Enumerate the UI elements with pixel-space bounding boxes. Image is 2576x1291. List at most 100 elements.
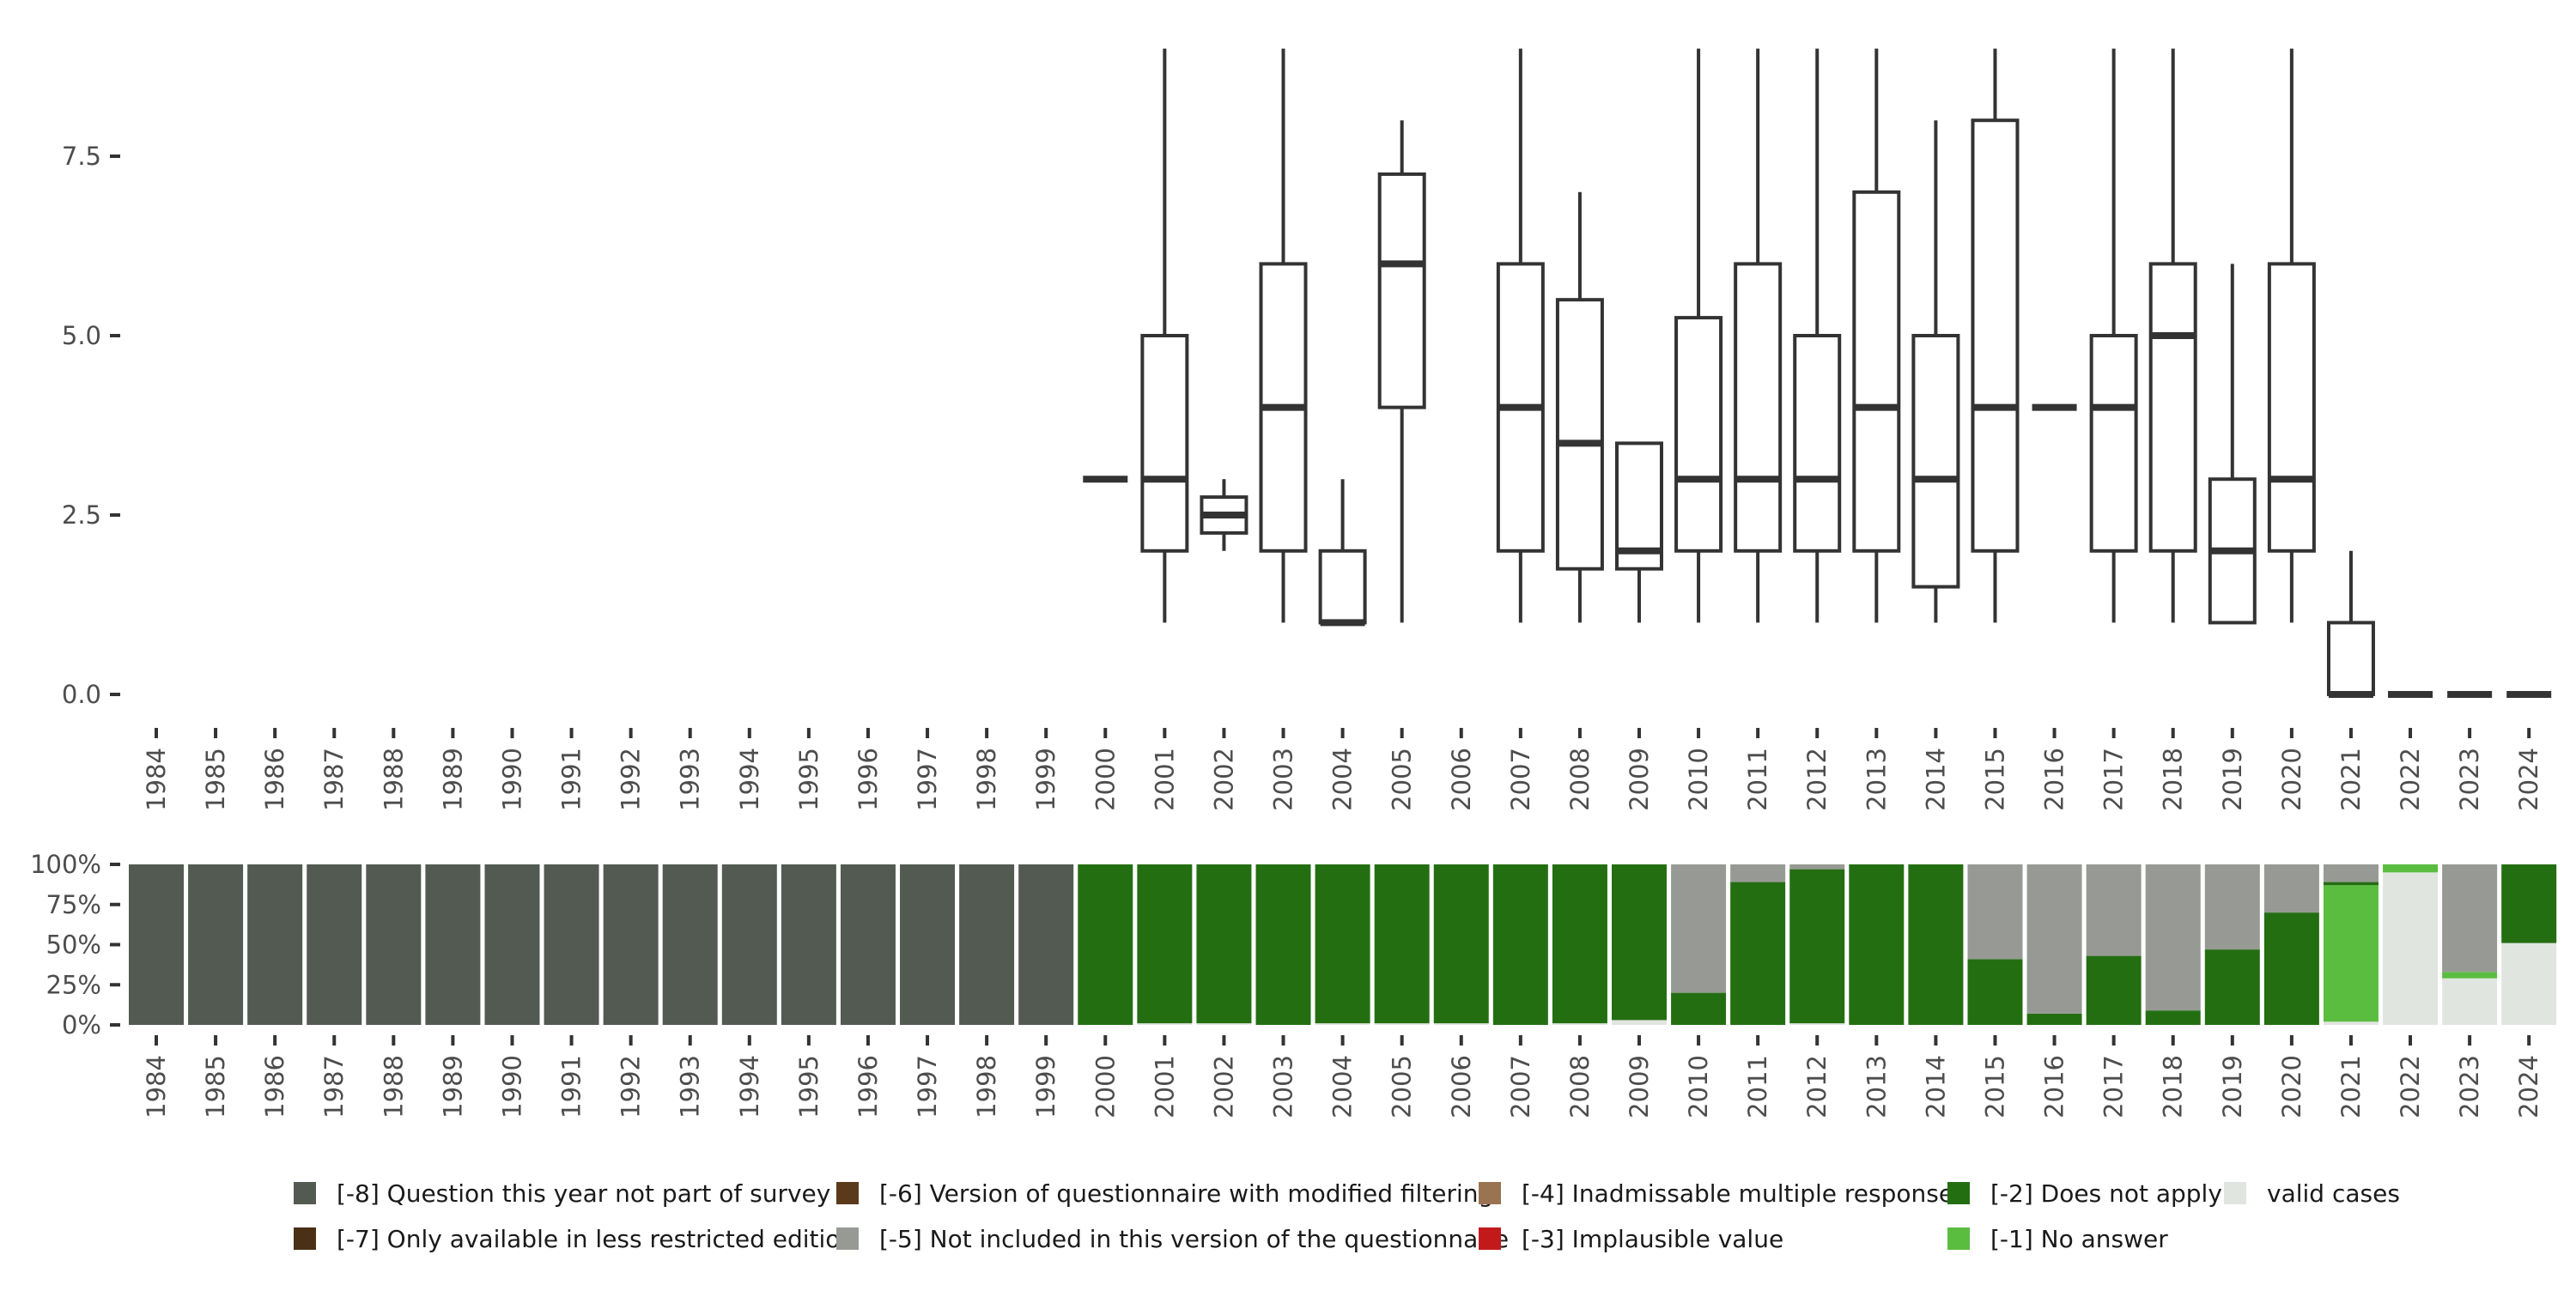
bar-segment-m8: [781, 864, 836, 1025]
x-tick-label: 1984: [142, 1055, 171, 1118]
legend-swatch: [1479, 1182, 1501, 1204]
x-tick-label: 2009: [1625, 748, 1654, 811]
x-tick-label: 2003: [1269, 1055, 1298, 1118]
box-2017: [2089, 48, 2138, 623]
x-tick-label: 2005: [1388, 748, 1417, 811]
x-tick-label: 1994: [735, 1055, 764, 1118]
x-tick-label: 2004: [1328, 748, 1358, 811]
bar-segment-valid: [1196, 1023, 1252, 1025]
bar-segment-m5: [1671, 864, 1727, 993]
y-tick-label: 50%: [46, 930, 101, 960]
legend-label: valid cases: [2267, 1179, 2400, 1208]
legend-swatch: [1479, 1227, 1501, 1250]
bar-segment-m2: [2501, 864, 2557, 943]
bar-segment-m2: [1967, 959, 2023, 1025]
x-tick-label: 1995: [794, 1055, 823, 1118]
x-tick-label: 2005: [1388, 1055, 1417, 1118]
x-tick-label: 2021: [2336, 1055, 2366, 1118]
x-tick-label: 2011: [1743, 748, 1772, 811]
x-tick-label: 1997: [913, 748, 942, 811]
bar-segment-m5: [2086, 864, 2142, 956]
box-iqr: [1911, 334, 1960, 589]
bar-segment-m2: [2145, 1010, 2201, 1025]
x-tick-label: 2018: [2159, 1055, 2188, 1118]
x-tick-label: 2002: [1209, 1055, 1238, 1118]
x-tick-label: 2013: [1862, 1055, 1891, 1118]
bar-segment-m8: [129, 864, 184, 1025]
bar-segment-m2: [1315, 864, 1370, 1024]
x-tick-label: 1991: [557, 748, 586, 811]
box-2021: [2326, 550, 2375, 698]
bar-segment-m2: [2323, 882, 2379, 886]
bar-segment-valid: [1374, 1023, 1430, 1025]
bar-segment-m1: [2323, 885, 2379, 1022]
x-tick-label: 2016: [2040, 748, 2069, 811]
x-tick-label: 2011: [1743, 1055, 1772, 1118]
x-tick-label: 1998: [972, 748, 1001, 811]
x-tick-label: 2002: [1209, 748, 1238, 811]
bar-segment-m8: [721, 864, 777, 1025]
bar-segment-valid: [1433, 1023, 1489, 1025]
bar-segment-m2: [2086, 955, 2142, 1025]
legend-label: [-7] Only available in less restricted e…: [337, 1225, 855, 1253]
box-iqr: [1734, 262, 1783, 553]
box-iqr: [2089, 334, 2138, 553]
x-tick-label: 1988: [379, 1055, 408, 1118]
x-tick-label: 1998: [972, 1055, 1001, 1118]
x-tick-label: 2016: [2040, 1055, 2069, 1118]
box-iqr: [1318, 549, 1367, 625]
bar-segment-m5: [1789, 864, 1845, 870]
x-tick-label: 1988: [379, 748, 408, 811]
x-tick-label: 2022: [2396, 1055, 2425, 1118]
bar-segment-m5: [1730, 864, 1786, 882]
x-tick-label: 1989: [438, 1055, 467, 1118]
x-tick-label: 2012: [1802, 748, 1832, 811]
x-tick-label: 2014: [1921, 1055, 1950, 1118]
x-tick-label: 2017: [2099, 748, 2129, 811]
x-tick-label: 1984: [142, 748, 171, 811]
legend-label: [-6] Version of questionnaire with modif…: [879, 1179, 1493, 1208]
x-tick-label: 1986: [260, 748, 289, 811]
bar-segment-m8: [247, 864, 303, 1025]
x-tick-label: 2019: [2218, 1055, 2247, 1118]
x-tick-label: 1995: [794, 748, 823, 811]
box-2002: [1200, 479, 1249, 551]
bar-segment-m2: [1671, 992, 1727, 1025]
x-tick-label: 2007: [1506, 1055, 1535, 1118]
box-iqr: [1140, 334, 1189, 553]
x-tick-label: 1996: [854, 1055, 883, 1118]
x-tick-label: 2015: [1980, 1055, 2009, 1118]
box-2018: [2148, 48, 2197, 623]
bar-segment-m5: [2323, 864, 2379, 882]
bar-segment-m5: [2263, 864, 2319, 913]
bar-segment-valid: [2383, 872, 2439, 1025]
x-tick-label: 1987: [319, 748, 349, 811]
x-tick-label: 2009: [1625, 1055, 1654, 1118]
box-iqr: [2326, 621, 2375, 697]
legend-swatch: [2224, 1182, 2246, 1204]
y-tick-label: 2.5: [62, 500, 101, 530]
box-2015: [1971, 48, 2020, 623]
bar-segment-valid: [1612, 1020, 1667, 1025]
x-tick-label: 1986: [260, 1055, 289, 1118]
bar-segment-m8: [307, 864, 362, 1025]
bar-segment-m8: [484, 864, 540, 1025]
bar-segment-m5: [1967, 864, 2023, 960]
bar-segment-valid: [1789, 1023, 1845, 1025]
x-tick-label: 2013: [1862, 748, 1891, 811]
box-2013: [1852, 48, 1901, 623]
box-iqr: [1377, 172, 1426, 409]
bar-segment-valid: [1315, 1023, 1370, 1025]
x-tick-label: 2006: [1447, 1055, 1476, 1118]
y-tick-label: 0%: [62, 1010, 101, 1039]
bar-segment-m2: [1612, 864, 1667, 1021]
x-tick-label: 1992: [617, 748, 646, 811]
legend-swatch: [836, 1227, 859, 1250]
bar-segment-m2: [1255, 864, 1311, 1025]
x-tick-label: 1990: [497, 1055, 526, 1118]
x-tick-label: 1999: [1031, 1055, 1060, 1118]
bar-segment-m5: [2026, 864, 2082, 1014]
box-2001: [1140, 48, 1189, 623]
bar-segment-m1: [2383, 864, 2439, 873]
